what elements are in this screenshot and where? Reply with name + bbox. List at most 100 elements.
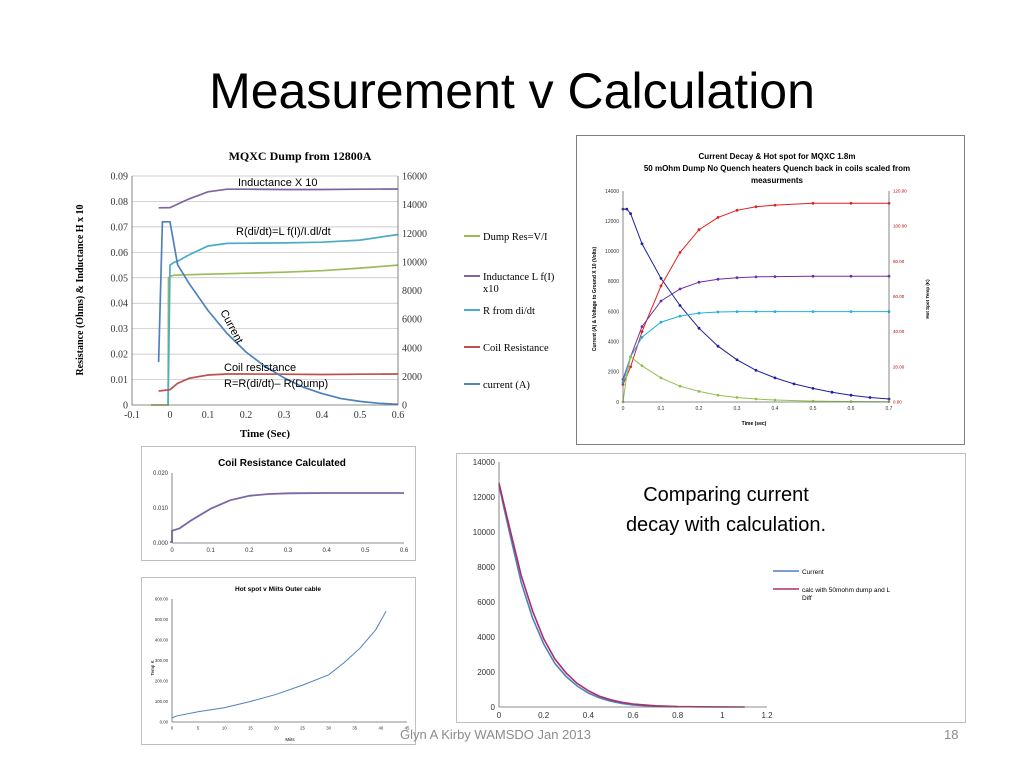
data-point — [754, 205, 758, 209]
series-line-5 — [622, 355, 890, 403]
y-tick-label: 0.06 — [111, 248, 129, 259]
data-point — [754, 368, 758, 372]
y2-tick-label: 120.00 — [893, 189, 907, 194]
data-point — [811, 201, 815, 205]
data-point — [735, 396, 739, 399]
y-tick-label: 6000 — [477, 598, 495, 607]
data-point — [716, 344, 720, 348]
x-tick-label: 0 — [171, 725, 174, 730]
y-tick-label: 14000 — [473, 458, 496, 467]
y-tick-label: 0.010 — [153, 506, 169, 512]
x-tick-label: 0.6 — [392, 410, 405, 421]
data-point — [754, 310, 758, 313]
chart-current-comparison-svg: 0 0.2 0.4 0.6 0.8 1 1.2 0 2000 4000 6000 8000 10000 1… — [473, 458, 891, 720]
data-point — [849, 310, 853, 313]
data-point — [868, 396, 872, 399]
data-point — [640, 325, 644, 328]
chart-current-decay-hotspot-svg: Current Decay & Hot spot for MQXC 1.8m 5… — [592, 152, 930, 427]
data-point — [811, 310, 815, 313]
x-axis-label: Time (Sec) — [240, 428, 291, 440]
x-tick-label: 0.4 — [322, 548, 331, 554]
slide-caption: Comparing current decay with calculation… — [625, 484, 827, 536]
series-line-2 — [622, 202, 889, 385]
series-line-4 — [622, 311, 889, 383]
data-point — [659, 284, 663, 288]
x-tick-label: 1 — [720, 711, 725, 720]
y-tick-label: 600.00 — [155, 597, 169, 602]
x-tick-label: 0.3 — [284, 548, 293, 554]
series-line-3 — [622, 275, 889, 380]
data-point — [697, 311, 701, 315]
y-tick-label: 0.01 — [111, 375, 129, 386]
chart-current-decay-hotspot: Current Decay & Hot spot for MQXC 1.8m 5… — [576, 135, 965, 445]
x-tick-label: 0.2 — [696, 406, 703, 412]
y2-tick-label: 8000 — [402, 286, 422, 297]
y2-tick-label: 14000 — [402, 200, 427, 211]
x-tick-label: 15 — [248, 725, 253, 730]
data-point — [735, 276, 739, 280]
y-tick-label: 300.00 — [155, 658, 169, 663]
data-point — [625, 373, 629, 377]
y-tick-label: 0.07 — [111, 222, 129, 233]
x-tick-label: 40 — [378, 725, 383, 730]
x-tick-label: 0.4 — [316, 410, 329, 421]
annotation-coil-resistance: Coil resistance — [224, 362, 296, 374]
data-point — [792, 382, 796, 386]
data-point — [773, 376, 777, 380]
x-tick-label: 0.1 — [206, 548, 215, 554]
chart-coil-resistance: Coil Resistance Calculated 0 0.1 0.2 0.3 0.4… — [141, 446, 416, 561]
x-tick-label: 25 — [300, 725, 305, 730]
chart-mqxc-dump-svg: -0.1 0 0.1 0.2 0.3 0.4 0.5 0.600.010.020.030.04… — [75, 149, 555, 440]
y-tick-label: 100.00 — [155, 699, 169, 704]
data-point — [678, 304, 682, 307]
chart-title: MQXC Dump from 12800A — [229, 149, 372, 163]
data-point — [754, 397, 758, 401]
y-tick-label: 0.05 — [111, 273, 129, 284]
x-tick-label: 5 — [197, 725, 200, 730]
chart-hot-spot-miits-svg: Hot spot v Miits Outer cable 0 5 10 15 20 25 3… — [150, 586, 410, 742]
series-line-2 — [158, 188, 399, 209]
x-tick-label: 0.2 — [538, 711, 550, 720]
x-tick-label: 0.3 — [734, 406, 741, 412]
y-tick-label: 12000 — [605, 219, 619, 225]
data-point — [678, 287, 682, 291]
x-axis-label: Miits — [285, 737, 295, 742]
data-point — [735, 310, 739, 313]
y-tick-label: 0.03 — [111, 324, 129, 335]
x-tick-label: 0 — [170, 548, 174, 554]
legend-entry: R from di/dt — [483, 306, 535, 317]
data-point — [659, 320, 663, 324]
data-point — [754, 275, 758, 279]
data-point — [716, 393, 720, 397]
x-tick-label: 0.4 — [772, 406, 779, 412]
x-tick-label: 0.6 — [848, 406, 855, 412]
data-point — [659, 277, 663, 280]
x-tick-label: 0 — [622, 406, 625, 412]
y-tick-label: 4000 — [477, 633, 495, 642]
x-tick-label: 30 — [326, 725, 331, 730]
data-point — [697, 280, 701, 284]
x-tick-label: 0.4 — [583, 711, 595, 720]
chart-title-line-2: 50 mOhm Dump No Quench heaters Quench ba… — [644, 164, 910, 173]
data-point — [697, 390, 701, 393]
legend-entry: current (A) — [483, 380, 530, 391]
y-axis-label: Current (A) & Voltage to Ground X 10 (Vo… — [592, 247, 598, 352]
y2-tick-label: 6000 — [402, 315, 422, 326]
chart-current-comparison: 0 0.2 0.4 0.6 0.8 1 1.2 0 2000 4000 6000 8000 10000 1… — [456, 453, 966, 723]
annotation-r-difference: R=R(di/dt)– R(Dump) — [224, 378, 328, 390]
y2-tick-label: 80.00 — [893, 259, 905, 264]
data-point — [773, 310, 777, 313]
y2-tick-label: 20.00 — [893, 364, 905, 369]
x-tick-label: 0.2 — [240, 410, 253, 421]
data-point — [716, 277, 720, 281]
series-line-1 — [170, 492, 404, 543]
chart-title: Coil Resistance Calculated — [218, 458, 346, 469]
chart-title-line-1: Current Decay & Hot spot for MQXC 1.8m — [699, 152, 856, 161]
x-axis-label: Time (sec) — [742, 421, 767, 427]
legend-entry: Inductance L f(I) x10 — [483, 272, 555, 295]
legend-entry: calc with 50mohm dump and L Diff — [802, 587, 891, 602]
series-line-1 — [171, 611, 387, 719]
x-tick-label: 0.6 — [400, 548, 409, 554]
y2-tick-label: 100.00 — [893, 224, 907, 229]
data-point — [659, 299, 663, 303]
